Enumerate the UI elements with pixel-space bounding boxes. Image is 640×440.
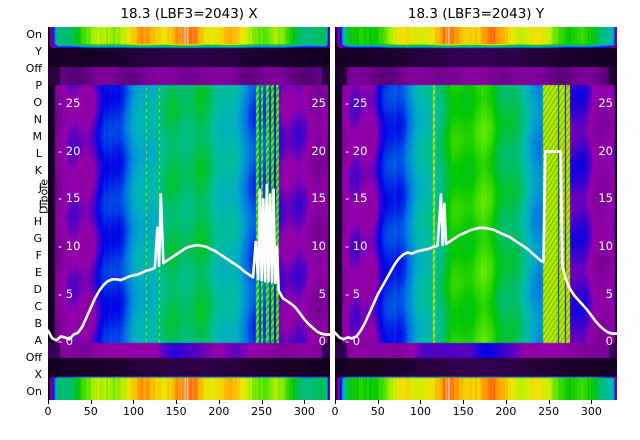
x-tick-mark-y-100 [420,400,422,404]
inner-tick-y-right-20: 20 [598,143,613,158]
x-tick-label-y-300: 300 [580,405,602,418]
x-tick-label-y-100: 100 [409,405,431,418]
x-tick-mark-y-0 [335,400,336,404]
category-tick-g-12: G [33,231,42,245]
x-tick-label-x-200: 200 [208,405,230,418]
inner-tick-y-right-15: 15 [598,191,613,206]
inner-tick-y-right-0: 0 [605,334,613,349]
inner-tick-y-right-5: 5 [605,286,613,301]
inner-tick-x-right-20: 20 [311,143,326,158]
x-tick-mark-x-250 [261,400,263,404]
x-tick-mark-x-0 [48,400,49,404]
x-tick-label-y-0: 0 [331,405,339,418]
inner-tick-y-right-25: 25 [598,95,613,110]
x-tick-mark-y-50 [377,400,379,404]
inner-tick-x-right-5: 5 [318,286,326,301]
inner-tick-x-left-15: - 15 [58,191,81,206]
category-tick-l-7: L [35,147,42,161]
category-tick-h-11: H [33,214,42,228]
x-tick-label-x-250: 250 [251,405,273,418]
inner-tick-x-left-5: - 5 [58,286,74,301]
x-tick-label-y-150: 150 [452,405,474,418]
inner-tick-y-left-20: - 20 [345,143,368,158]
x-tick-mark-y-250 [548,400,550,404]
inner-tick-x-left-20: - 20 [58,143,81,158]
inner-tick-y-right-10: 10 [598,238,613,253]
category-tick-b-17: B [34,316,42,330]
x-tick-label-x-0: 0 [44,405,52,418]
category-tick-c-16: C [34,299,42,313]
inner-tick-y-left-5: - 5 [345,286,361,301]
inner-tick-y-left-15: - 15 [345,191,368,206]
category-tick-n-5: N [33,113,42,127]
category-tick-o-4: O [33,96,42,110]
inner-tick-x-right-10: 10 [311,238,326,253]
heatmap-panel-x[interactable]: - 25 25 - 20 20 - 15 15 - 10 10 - 5 5 - 0 0 [48,27,330,400]
inner-tick-x-left-0: - 0 [58,334,74,349]
x-tick-label-y-50: 50 [370,405,385,418]
heatmap-image-x [48,27,330,400]
x-tick-label-x-100: 100 [122,405,144,418]
category-tick-e-14: E [35,265,42,279]
x-tick-label-x-50: 50 [83,405,98,418]
inner-tick-y-left-10: - 10 [345,238,368,253]
category-tick-on-21: On [26,384,42,398]
panel-title-y: 18.3 (LBF3=2043) Y [407,6,545,22]
heatmap-image-y [335,27,617,400]
x-tick-mark-x-200 [218,400,220,404]
x-tick-label-y-200: 200 [495,405,517,418]
category-tick-on-0: On [26,28,42,42]
category-tick-m-6: M [32,130,43,144]
category-tick-p-3: P [35,79,42,93]
category-tick-f-13: F [35,248,42,262]
category-tick-y-1: Y [35,45,42,59]
category-tick-i-10: I [38,198,42,212]
x-tick-mark-x-50 [90,400,92,404]
x-tick-mark-x-300 [304,400,306,404]
category-tick-k-8: K [34,164,42,178]
inner-tick-x-right-25: 25 [311,95,326,110]
category-tick-off-2: Off [25,62,42,76]
category-tick-d-15: D [33,282,42,296]
x-axis-panel-x: 0 50 100 150 200 250 300 [44,400,330,430]
inner-tick-x-right-15: 15 [311,191,326,206]
x-tick-mark-y-200 [505,400,507,404]
x-tick-mark-x-150 [176,400,178,404]
category-axis-left: On Y Off P O N M L K J I H G F E D C B A Off X On [8,0,42,440]
x-tick-label-x-150: 150 [165,405,187,418]
panel-title-x: 18.3 (LBF3=2043) X [120,6,258,22]
inner-tick-x-left-25: - 25 [58,95,81,110]
x-tick-mark-y-300 [591,400,593,404]
inner-tick-x-right-0: 0 [318,334,326,349]
x-tick-label-y-250: 250 [538,405,560,418]
x-tick-mark-y-150 [463,400,465,404]
inner-tick-y-left-0: - 0 [345,334,361,349]
category-tick-off-19: Off [25,350,42,364]
category-tick-x-20: X [34,367,42,381]
inner-tick-y-left-25: - 25 [345,95,368,110]
category-tick-j-9: J [38,181,42,195]
x-tick-label-x-300: 300 [293,405,315,418]
heatmap-panel-y[interactable]: - 25 25 - 20 20 - 15 15 - 10 10 - 5 5 - 0 0 [335,27,617,400]
x-axis-panel-y: 0 50 100 150 200 250 300 [331,400,617,430]
x-tick-mark-x-100 [133,400,135,404]
category-tick-a-18: A [34,333,42,347]
inner-tick-x-left-10: - 10 [58,238,81,253]
